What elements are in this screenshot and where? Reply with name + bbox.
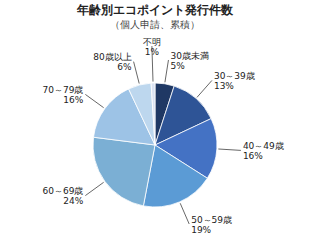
category-label: 60～69歳	[42, 186, 83, 196]
data-label: 30歳未満5%	[170, 51, 208, 71]
value-label: 13%	[214, 81, 234, 91]
category-label: 不明	[143, 37, 161, 47]
leader-line	[197, 80, 212, 97]
value-label: 1%	[145, 47, 160, 57]
category-label: 80歳以上	[93, 52, 131, 62]
slice	[93, 137, 155, 206]
data-label: 80歳以上6%	[93, 52, 132, 72]
labels: 30歳未満5%30～39歳13%40～49歳16%50～59歳19%60～69歳…	[42, 37, 283, 235]
data-label: 不明1%	[143, 37, 161, 57]
category-label: 30歳未満	[170, 51, 208, 61]
data-label: 30～39歳13%	[214, 71, 255, 91]
leader-line	[180, 203, 189, 224]
chart: 年齢別エコポイント発行件数 （個人申請、累積） 30歳未満5% 30～39歳13% 40…	[0, 0, 310, 250]
category-label: 70～79歳	[42, 85, 83, 95]
subtitle: （個人申請、累積）	[110, 19, 200, 30]
category-label: 30～39歳	[214, 71, 255, 81]
leader-line	[85, 182, 103, 195]
leader-line	[85, 94, 103, 107]
pie	[93, 83, 217, 207]
value-label: 6%	[117, 62, 132, 72]
category-label: 40～49歳	[243, 141, 284, 151]
data-label: 40～49歳16%	[243, 141, 284, 161]
slice	[129, 83, 155, 145]
title: 年齢別エコポイント発行件数	[76, 3, 234, 17]
data-label: 60～69歳24%	[42, 186, 83, 206]
leader-line	[134, 62, 140, 84]
value-label: 5%	[170, 61, 185, 71]
value-label: 24%	[63, 196, 83, 206]
data-label: 50～59歳19%	[191, 215, 232, 235]
slice	[151, 83, 155, 145]
data-label: 70～79歳16%	[42, 85, 83, 105]
leader-line	[218, 149, 241, 150]
value-label: 16%	[63, 95, 83, 105]
leader-line	[165, 60, 169, 82]
category-label: 50～59歳	[191, 215, 232, 225]
value-label: 19%	[191, 225, 211, 235]
value-label: 16%	[243, 151, 263, 161]
